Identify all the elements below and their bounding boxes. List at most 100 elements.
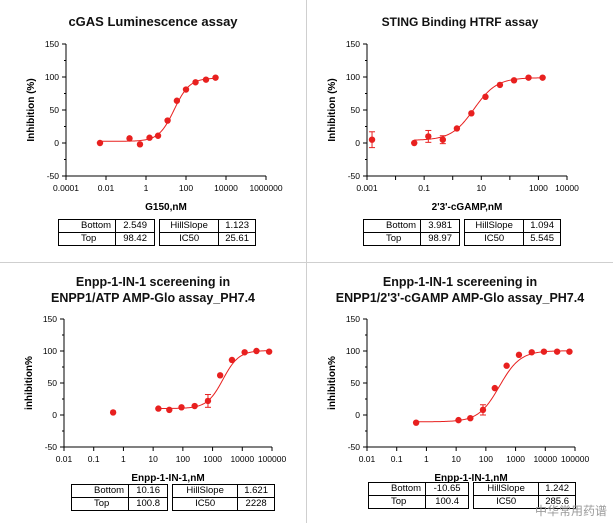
y-tick-label: 150 <box>346 39 360 49</box>
x-tick-label: 100 <box>479 454 493 464</box>
y-tick-label: 50 <box>351 378 361 388</box>
y-tick-label: 150 <box>43 314 57 324</box>
data-point <box>241 349 248 356</box>
hillslope-value: 1.094 <box>523 219 562 233</box>
bottom-label: Bottom <box>57 219 117 233</box>
y-tick-label: 50 <box>48 378 58 388</box>
data-point <box>482 93 489 101</box>
chart-title: Enpp-1-IN-1 scereening in <box>382 275 538 289</box>
data-point <box>228 356 236 364</box>
chart-title: STING Binding HTRF assay <box>381 15 539 29</box>
data-point <box>154 132 162 139</box>
data-point <box>455 416 462 424</box>
top-value: 100.8 <box>128 497 169 511</box>
bottom-label: Bottom <box>70 484 130 498</box>
x-tick-label: 1000 <box>506 454 525 464</box>
data-point <box>503 362 510 369</box>
bottom-label: Bottom <box>362 219 422 233</box>
top-label: Top <box>57 232 117 246</box>
y-axis-title: Inhibition (%) <box>26 78 37 141</box>
x-axis-title: Enpp-1-IN-1,nM <box>131 473 204 484</box>
data-point <box>109 409 117 416</box>
data-point <box>192 79 199 86</box>
y-tick-label: 0 <box>52 410 57 420</box>
y-axis-title: inhibition% <box>327 356 338 410</box>
x-tick-label: 10000 <box>533 454 557 464</box>
x-axis-title: G150,nM <box>145 202 187 213</box>
data-point <box>496 81 504 89</box>
data-point <box>202 76 210 83</box>
chart-plot: -50 0 50 100 150 0.0001 0.01 1 100 10000 1000000 G1… <box>26 39 283 213</box>
x-tick-label: 1000 <box>203 454 222 464</box>
y-tick-label: 100 <box>346 346 360 356</box>
ic50-label: IC50 <box>464 232 525 246</box>
x-tick-label: 0.001 <box>356 183 378 193</box>
params-table: Bottom 3.981 HillSlope 1.094 Top 98.97 I… <box>362 219 562 246</box>
y-tick-label: 0 <box>54 138 59 148</box>
y-tick-label: 150 <box>346 314 360 324</box>
x-tick-label: 1000000 <box>249 183 282 193</box>
data-point <box>368 136 376 143</box>
hillslope-label: HillSlope <box>172 484 239 498</box>
ic50-label: IC50 <box>159 232 220 246</box>
data-point <box>453 125 461 132</box>
data-point <box>468 110 475 117</box>
hillslope-label: HillSlope <box>159 219 220 233</box>
hillslope-value: 1.123 <box>218 219 257 233</box>
y-tick-label: 0 <box>355 410 360 420</box>
data-point <box>479 406 487 414</box>
bottom-label: Bottom <box>367 482 427 496</box>
vertical-divider <box>306 0 307 523</box>
data-point <box>166 406 173 414</box>
top-label: Top <box>367 495 427 509</box>
x-tick-label: 100000 <box>258 454 287 464</box>
x-tick-label: 0.01 <box>98 183 115 193</box>
data-point <box>146 134 153 141</box>
x-tick-label: 10 <box>477 183 487 193</box>
y-tick-label: -50 <box>348 171 361 181</box>
x-tick-label: 10 <box>148 454 158 464</box>
data-point <box>566 348 573 355</box>
data-point <box>136 141 144 148</box>
top-value: 100.4 <box>425 495 470 509</box>
hillslope-label: HillSlope <box>473 482 540 496</box>
x-tick-label: 1 <box>121 454 126 464</box>
x-tick-label: 10000 <box>230 454 254 464</box>
chart-plot: -50 0 50 100 150 0.01 0.1 1 10 100 1000 10000 100000… <box>24 314 287 484</box>
x-tick-label: 100 <box>179 183 193 193</box>
y-tick-label: -50 <box>47 171 60 181</box>
y-axis-title: inhibition% <box>24 356 35 410</box>
watermark: 中华常用药谱 <box>534 504 607 518</box>
y-tick-label: -50 <box>45 442 58 452</box>
x-tick-label: 0.01 <box>56 454 73 464</box>
data-point <box>216 372 224 379</box>
x-tick-label: 0.0001 <box>53 183 79 193</box>
data-point <box>425 133 432 140</box>
data-point <box>212 74 219 81</box>
top-value: 98.42 <box>115 232 156 246</box>
chart-title: Enpp-1-IN-1 scereening in <box>75 275 231 289</box>
x-tick-label: 1 <box>144 183 149 193</box>
params-table: Bottom 10.16 HillSlope 1.621 Top 100.8 I… <box>70 484 276 511</box>
hillslope-value: 1.242 <box>538 482 577 496</box>
chart-subtitle: ENPP1/2'3'-cGAMP AMP-Glo assay_PH7.4 <box>335 291 585 305</box>
top-value: 98.97 <box>420 232 461 246</box>
fit-curve <box>158 350 270 409</box>
ic50-label: IC50 <box>172 497 239 511</box>
data-point <box>173 97 181 104</box>
ic50-value: 5.545 <box>523 232 562 246</box>
hillslope-label: HillSlope <box>464 219 525 233</box>
chart-panel-enpp1-cgamp: Enpp-1-IN-1 scereening in ENPP1/2'3'-cGA… <box>307 263 613 523</box>
bottom-value: 10.16 <box>128 484 169 498</box>
data-point <box>182 86 190 93</box>
x-axis-title: Enpp-1-IN-1,nM <box>434 473 507 484</box>
y-tick-label: 150 <box>45 39 59 49</box>
bottom-value: 3.981 <box>420 219 461 233</box>
chart-plot: -50 0 50 100 150 0.001 0.1 10 1000 10000 2'3'-cGAM… <box>327 39 579 213</box>
data-point <box>540 348 548 355</box>
ic50-value: 2228 <box>237 497 276 511</box>
bottom-value: -10.65 <box>425 482 470 496</box>
top-label: Top <box>70 497 130 511</box>
x-tick-label: 100 <box>176 454 190 464</box>
y-tick-label: 100 <box>346 72 360 82</box>
